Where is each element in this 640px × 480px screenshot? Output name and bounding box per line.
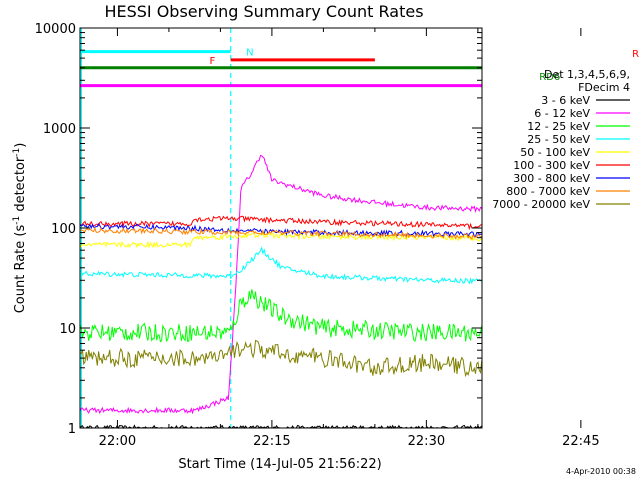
y-tick-label-0: 1 (68, 422, 76, 437)
legend-header-detectors: Det 1,3,4,5,6,9, (544, 68, 630, 81)
y-axis-label-main: Count Rate (s (13, 225, 28, 314)
flag-label-rd6: RD6 (539, 72, 560, 83)
y-tick-label-3: 1000 (43, 122, 76, 137)
y-axis-label-mid: detector (13, 156, 28, 216)
y-axis-label-sup2: -1 (12, 148, 22, 157)
chart-title: HESSI Observing Summary Count Rates (104, 2, 423, 21)
y-axis-ticks: 1 10 100 1000 10000 (35, 22, 482, 437)
x-tick-label-0: 22:00 (99, 434, 136, 449)
series-line-5 (80, 192, 483, 235)
legend-entry-label-4: 50 - 100 keV (520, 146, 590, 159)
flag-label-f: F (209, 56, 215, 67)
series-line-2 (79, 178, 483, 407)
y-axis-label: Count Rate (s-1 detector-1) (12, 143, 28, 314)
x-tick-label-1: 22:15 (253, 434, 290, 449)
footer-date: 4-Apr-2010 00:38 (566, 467, 636, 476)
legend-entry-label-2: 12 - 25 keV (527, 120, 590, 133)
legend-header-decimation: FDecim 4 (578, 81, 630, 94)
y-axis-label-end: ) (13, 143, 28, 148)
y-tick-label-2: 100 (51, 222, 76, 237)
flag-label-rd0: RD0 (632, 49, 640, 60)
legend-entry-label-6: 300 - 800 keV (513, 172, 590, 185)
flag-label-n: N (246, 48, 253, 59)
x-axis-label: Start Time (14-Jul-05 21:56:22) (178, 457, 381, 472)
y-tick-label-1: 10 (59, 322, 76, 337)
legend-entry-label-3: 25 - 50 keV (527, 133, 590, 146)
legend-entry-label-5: 100 - 300 keV (513, 159, 590, 172)
legend-entry-label-8: 7000 - 20000 keV (492, 198, 590, 211)
x-tick-label-3: 22:45 (562, 434, 599, 449)
legend-entry-label-1: 6 - 12 keV (534, 107, 590, 120)
flag-bars: NFRD0RD6A0A1S (80, 48, 640, 88)
legend-entry-label-7: 800 - 7000 keV (506, 185, 590, 198)
y-tick-label-4: 10000 (35, 22, 76, 37)
plot-area (79, 28, 483, 430)
series-line-3 (80, 228, 483, 289)
legend-entry-label-0: 3 - 6 keV (541, 94, 590, 107)
x-tick-label-2: 22:30 (408, 434, 445, 449)
y-axis-label-sup1: -1 (12, 216, 22, 225)
